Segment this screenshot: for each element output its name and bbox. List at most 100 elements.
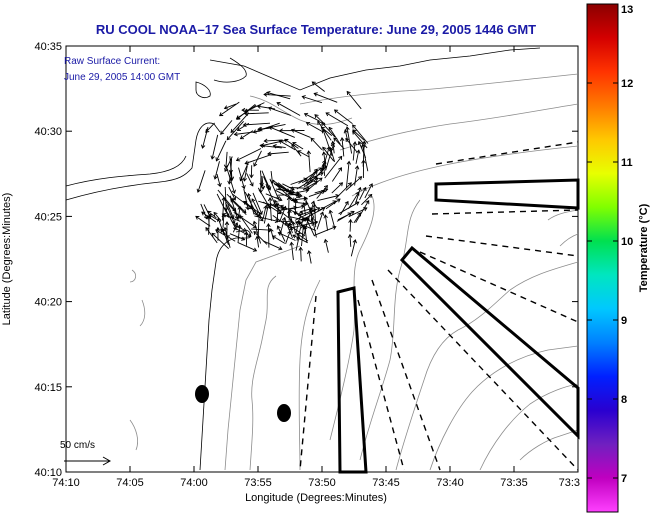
current-arrow [306,177,323,192]
current-arrow [308,151,311,173]
current-arrow [261,139,288,147]
current-arrow-head [263,138,268,144]
current-arrow-head [266,223,271,228]
current-arrow [224,103,237,109]
current-arrow-head [338,167,342,172]
current-arrow-head [330,142,335,148]
current-arrow-head [288,222,293,227]
current-arrow-head [224,221,230,226]
current-arrow-head [352,130,357,135]
current-arrow [253,122,280,133]
current-arrow-head [256,104,262,109]
current-arrow [308,250,312,264]
current-arrow-head [318,167,323,172]
current-arrow [331,182,343,194]
current-arrow-head [259,143,264,148]
current-arrow-head [253,211,258,216]
current-arrow-head [267,197,273,202]
current-arrow-head [242,227,247,232]
current-arrow-head [233,131,238,137]
current-arrow [337,212,352,221]
current-arrow [240,130,254,140]
temperature-colorbar [586,3,619,513]
current-arrow-head [286,196,292,201]
current-arrow [247,193,255,215]
current-arrow-head [211,232,216,237]
current-arrow-head [347,182,352,187]
current-arrow-head [288,189,293,194]
current-arrow [316,212,324,230]
current-arrow [322,147,335,162]
current-arrow [211,134,219,160]
current-arrow [263,203,269,224]
current-arrow [335,182,352,200]
current-arrow-head [278,197,283,202]
current-arrow [226,121,244,140]
current-arrow [312,81,325,92]
y-axis-ticks [66,45,578,473]
current-arrow [237,225,241,244]
current-arrow-head [239,215,244,220]
x-tick-label: 74:10 [52,477,80,489]
current-arrow [355,187,361,204]
current-arrow [261,175,264,190]
current-arrow [329,147,336,163]
current-arrow [295,220,300,234]
current-arrow-head [234,215,239,220]
current-arrow [237,206,241,221]
current-arrow [239,161,250,181]
current-arrow-head [310,137,315,142]
current-arrow [344,129,349,142]
colorbar-tick-label: 10 [621,236,633,248]
current-arrow-head [314,114,319,119]
current-arrow [273,145,286,149]
current-arrow-head [338,155,343,160]
current-arrow-head [267,186,272,191]
current-arrow-head [201,211,206,216]
current-arrow [284,139,299,149]
coastline-brooklyn [209,47,541,91]
current-arrow-head [323,184,328,190]
current-arrow-head [195,215,200,220]
current-arrow-head [293,197,298,203]
current-arrow-head [269,228,274,233]
current-arrow-head [237,224,242,229]
current-arrow [291,144,302,157]
current-arrow [227,204,234,219]
legend-current-label: Raw Surface Current: [64,56,160,67]
current-arrow-head [355,201,360,206]
current-arrow-head [311,81,316,86]
coastline-sandy-hook [199,229,252,471]
current-arrow-head [354,165,360,170]
current-arrow [278,188,300,195]
current-arrow [263,176,270,189]
current-arrow [331,167,342,182]
current-arrow [224,186,227,211]
current-arrow [345,176,362,191]
current-arrow-head [224,167,229,173]
current-arrow [278,232,296,241]
current-arrow-head [333,137,338,142]
current-arrow [236,148,262,161]
current-arrow-head [298,246,303,251]
current-arrow [257,214,260,238]
current-arrow [262,240,282,250]
current-arrow [307,166,327,186]
current-arrow-head [328,126,333,131]
x-axis-label: Longitude (Degrees:Minutes) [245,492,387,504]
current-arrow-head [313,176,318,181]
current-arrow [314,92,338,103]
current-arrow-head [200,144,206,149]
current-arrow-head [265,203,271,208]
current-arrow [195,216,211,227]
y-axis-label: Latitude (Degrees:Minutes) [1,193,13,326]
current-arrow-head [313,92,318,97]
current-arrow-head [306,150,312,155]
current-arrow [214,161,220,180]
current-arrow [314,114,326,126]
current-arrow [355,200,370,223]
y-tick-label: 40:35 [34,41,62,53]
colorbar-tick-labels: 13 12 11 10 9 8 7 [621,4,633,485]
current-arrow-head [251,198,256,203]
current-arrow-head [355,191,360,196]
